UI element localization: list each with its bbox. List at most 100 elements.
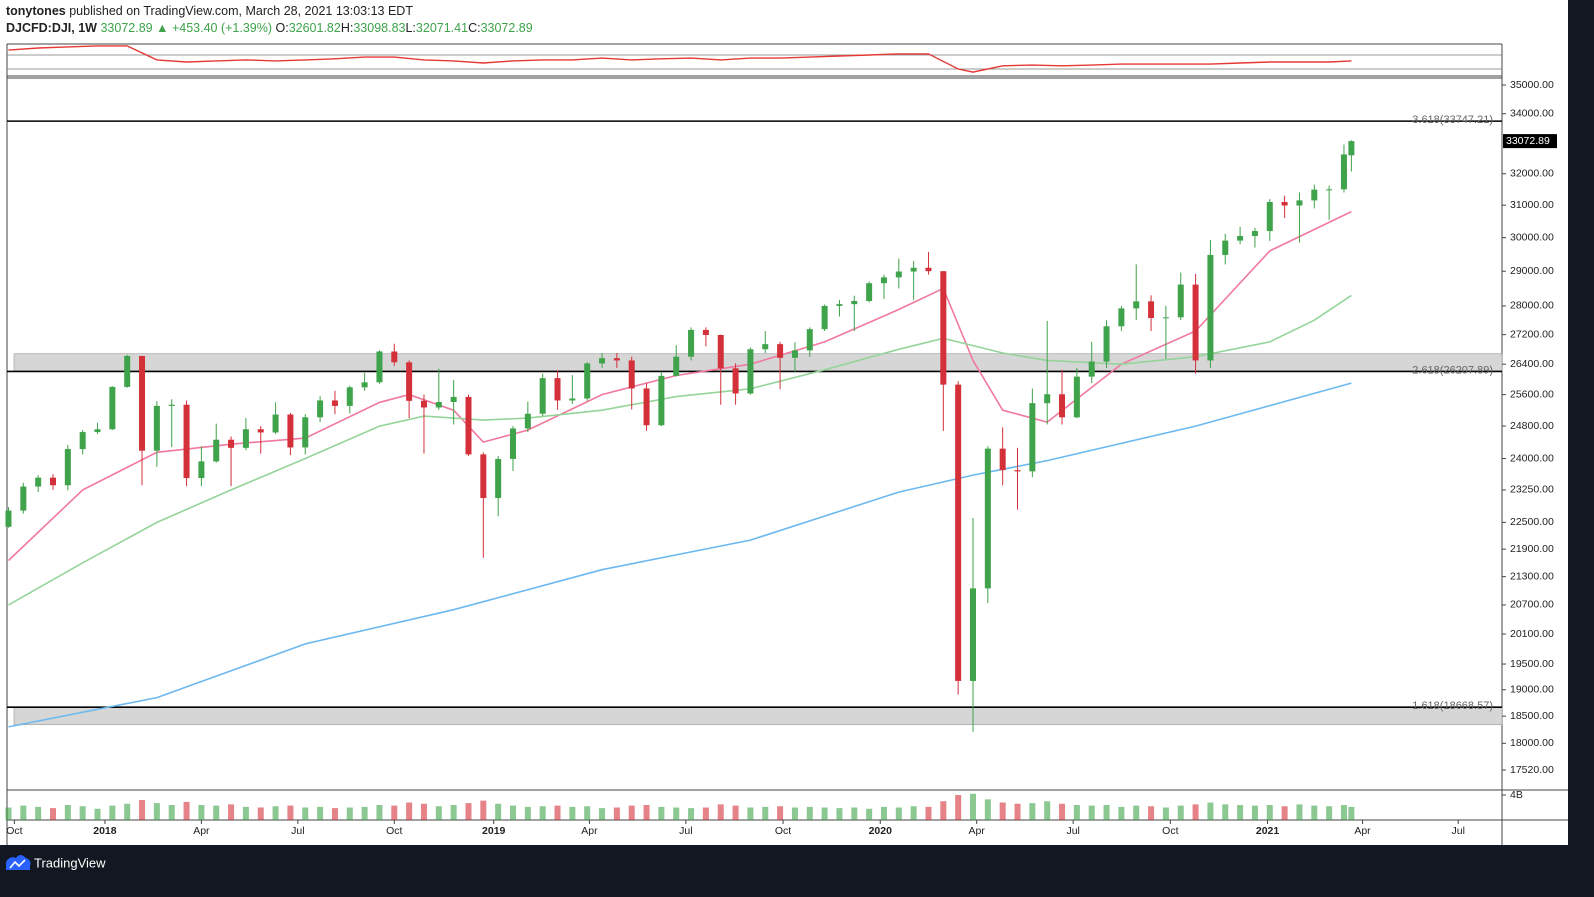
candle-body [1251,231,1258,236]
x-tick-label: Oct [6,825,22,837]
volume-bar [673,807,680,820]
candle-body [480,454,487,499]
candle-body [1281,201,1288,206]
y-tick-label: 19000.00 [1510,684,1554,696]
candle-body [302,417,309,448]
volume-bar [450,805,457,820]
x-tick-label: 2020 [869,825,893,837]
volume-tick-label: 4B [1510,789,1523,801]
candle-body [836,304,843,306]
candle-body [346,387,353,406]
candle-body [109,386,116,430]
candle-body [1326,189,1333,191]
volume-bar [495,803,502,820]
volume-bar [1340,805,1347,820]
x-tick-label: Jul [679,825,692,837]
candle-body [688,329,695,357]
candle-body [955,384,962,681]
candle-body [376,351,383,383]
candle-body [1014,470,1021,472]
volume-bar [1148,806,1155,820]
candle-body [287,414,294,448]
candle-body [747,349,754,394]
x-tick-label: Oct [386,825,402,837]
candle-body [1340,154,1347,190]
candle-body [198,461,205,479]
y-tick-label: 27200.00 [1510,328,1554,340]
candle-body [465,396,472,455]
candle-body [5,510,12,527]
volume-bar [406,802,413,820]
volume-bar [1133,805,1140,820]
y-tick-label: 18000.00 [1510,737,1554,749]
candle-body [1148,301,1155,319]
volume-bar [1059,803,1066,820]
volume-bar [35,806,42,820]
y-tick-label: 21900.00 [1510,543,1554,555]
volume-bar [5,807,12,820]
volume-bar [1326,806,1333,820]
candle-body [1088,361,1095,377]
volume-bar [1192,804,1199,820]
volume-bar [1103,805,1110,820]
y-tick-label: 20100.00 [1510,628,1554,640]
ohlc-label: H: [340,21,354,35]
y-tick-label: 21300.00 [1510,570,1554,582]
volume-bar [999,802,1006,820]
volume-bar [643,805,650,820]
volume-bar [1029,803,1036,820]
candle-body [880,277,887,284]
volume-bar [228,804,235,820]
published-text: published on TradingView.com, March 28, … [69,4,413,18]
candle-body [94,429,101,433]
volume-bar [139,800,146,820]
candle-body [984,448,991,589]
volume-bar [910,806,917,820]
candle-body [1133,301,1140,309]
volume-bar [346,807,353,820]
candle-body [791,350,798,358]
volume-bar [272,806,279,820]
last-price-label: 33072.89 [1506,135,1550,147]
y-tick-label: 28000.00 [1510,300,1554,312]
symbol-line: DJCFD:DJI, 1W 33072.89 ▲ +453.40 (+1.39%… [6,21,533,35]
candle-body [1162,317,1169,319]
y-tick-label: 31000.00 [1510,199,1554,211]
volume-bar [866,808,873,820]
volume-bar [1014,803,1021,820]
candle-body [213,439,220,462]
volume-bar [895,807,902,820]
last-price: 33072.89 [100,21,153,35]
candle-body [124,355,131,387]
x-tick-label: Jul [1066,825,1079,837]
candle-body [539,378,546,414]
candle-body [406,362,413,401]
candle-body [524,413,531,429]
ohlc-label: C: [468,21,481,35]
volume-bar [880,806,887,820]
volume-bar [1177,805,1184,820]
candle-body [317,400,324,418]
candle-body [1118,308,1125,327]
logo-icon-line [9,859,26,869]
volume-bar [925,806,932,820]
x-tick-label: Apr [1354,825,1371,837]
candle-body [139,355,146,451]
volume-bar [791,807,798,820]
volume-bar [1118,806,1125,820]
candle-body [242,429,249,448]
volume-bar [510,805,516,820]
volume-bar [242,806,249,820]
volume-bar [717,804,724,820]
y-tick-label: 20700.00 [1510,599,1554,611]
candle-body [361,382,368,388]
volume-bar [569,806,576,820]
candle-body [777,344,784,358]
candle-body [1029,403,1036,472]
volume-bar [851,807,858,820]
volume-bar [168,805,175,820]
candle-body [35,477,42,487]
volume-bar [554,805,561,820]
